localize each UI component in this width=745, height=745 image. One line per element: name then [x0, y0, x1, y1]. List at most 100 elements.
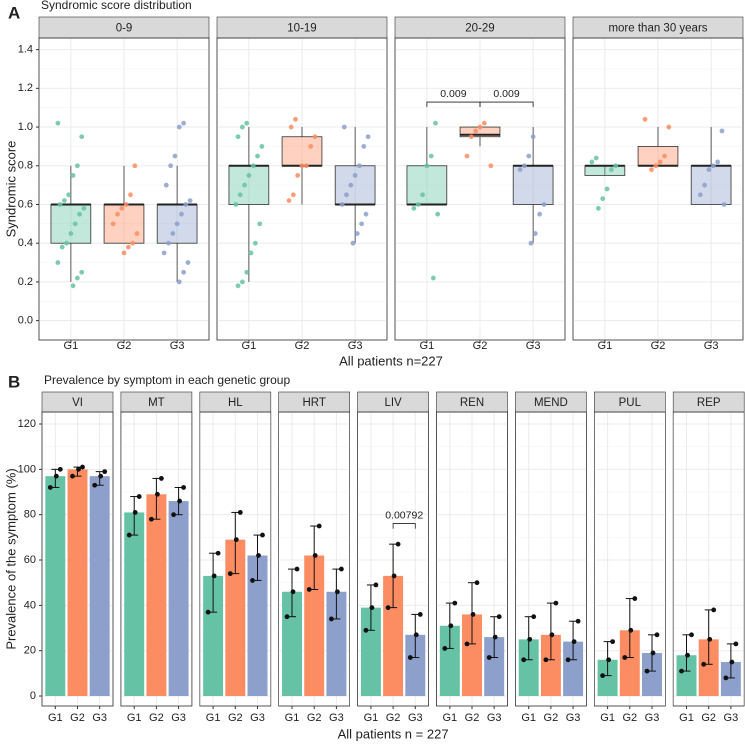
point [77, 211, 82, 217]
x-tick-label: G2 [622, 712, 637, 724]
dot [47, 485, 53, 490]
dot [57, 466, 63, 472]
dot [316, 523, 322, 529]
point [532, 231, 538, 236]
dot [126, 532, 132, 538]
point [81, 205, 87, 211]
x-tick-label: G3 [408, 712, 423, 724]
point [72, 221, 78, 227]
y-tick-label: 60 [24, 554, 36, 566]
dot [70, 473, 75, 479]
point [290, 192, 296, 198]
point [55, 120, 61, 126]
point [517, 167, 523, 173]
point [642, 116, 648, 122]
point [172, 153, 178, 159]
x-tick-label: G1 [364, 712, 379, 724]
dot [181, 485, 186, 490]
x-tick-label: G2 [386, 712, 401, 724]
dot [233, 537, 239, 543]
point [433, 120, 438, 126]
strip-label: more than 30 years [608, 23, 707, 35]
dot [227, 571, 233, 577]
point [293, 116, 298, 122]
bar [67, 469, 88, 697]
dot [553, 600, 559, 606]
strip-label: PUL [619, 397, 642, 409]
bar [462, 614, 482, 697]
x-tick-label: G3 [348, 340, 363, 352]
dot [159, 476, 164, 481]
point [128, 192, 133, 198]
point [468, 134, 474, 140]
point [604, 186, 610, 192]
point [308, 144, 314, 149]
bar [720, 662, 741, 697]
point [299, 163, 305, 169]
dot [98, 473, 104, 479]
point [363, 211, 369, 217]
dot [527, 636, 533, 642]
point [74, 275, 80, 281]
x-tick-label: G3 [704, 340, 719, 352]
x-tick-label: G2 [473, 340, 488, 352]
point [130, 240, 136, 246]
point [589, 159, 595, 165]
x-tick-label: G1 [48, 712, 63, 724]
point [288, 124, 294, 130]
point [259, 144, 265, 149]
box [406, 165, 448, 205]
x-axis-label: All patients n=227 [339, 353, 443, 368]
point [435, 211, 441, 217]
y-tick-label: 0.6 [18, 198, 33, 210]
box [103, 204, 145, 244]
bar [168, 501, 189, 697]
point [181, 120, 187, 126]
bar [247, 555, 268, 697]
box [690, 165, 732, 205]
point [235, 283, 241, 289]
dot [177, 498, 182, 504]
bar [405, 634, 426, 697]
point [608, 167, 614, 173]
dot [689, 632, 694, 638]
dot [260, 532, 265, 538]
y-tick-label: 80 [24, 509, 36, 521]
point [233, 202, 239, 207]
x-tick-label: G3 [724, 712, 739, 724]
point [528, 240, 534, 246]
dot [733, 641, 739, 647]
dot [531, 614, 537, 620]
point [649, 167, 654, 173]
point [593, 155, 599, 161]
dot [610, 639, 616, 645]
dot [711, 607, 717, 613]
x-tick-label: G1 [127, 712, 142, 724]
point [252, 240, 258, 246]
panel-border [120, 411, 193, 707]
point [244, 120, 250, 126]
p-value: 0.009 [440, 88, 466, 100]
dot [155, 491, 160, 497]
point [79, 269, 85, 275]
point [341, 124, 347, 130]
point [174, 221, 180, 227]
point [352, 173, 358, 178]
dot [650, 650, 656, 656]
dot [76, 466, 81, 472]
panel-border [515, 411, 587, 707]
dot [391, 573, 397, 579]
point [715, 159, 721, 165]
point [348, 182, 354, 188]
strip-label: HRT [302, 397, 325, 409]
point [488, 163, 494, 169]
box [584, 165, 626, 176]
point [666, 124, 672, 130]
dot [452, 600, 458, 606]
dot [407, 655, 413, 660]
point [361, 144, 367, 149]
bar [225, 539, 246, 697]
panel-border [216, 37, 388, 341]
point [312, 134, 318, 140]
x-tick-label: G1 [600, 712, 615, 724]
